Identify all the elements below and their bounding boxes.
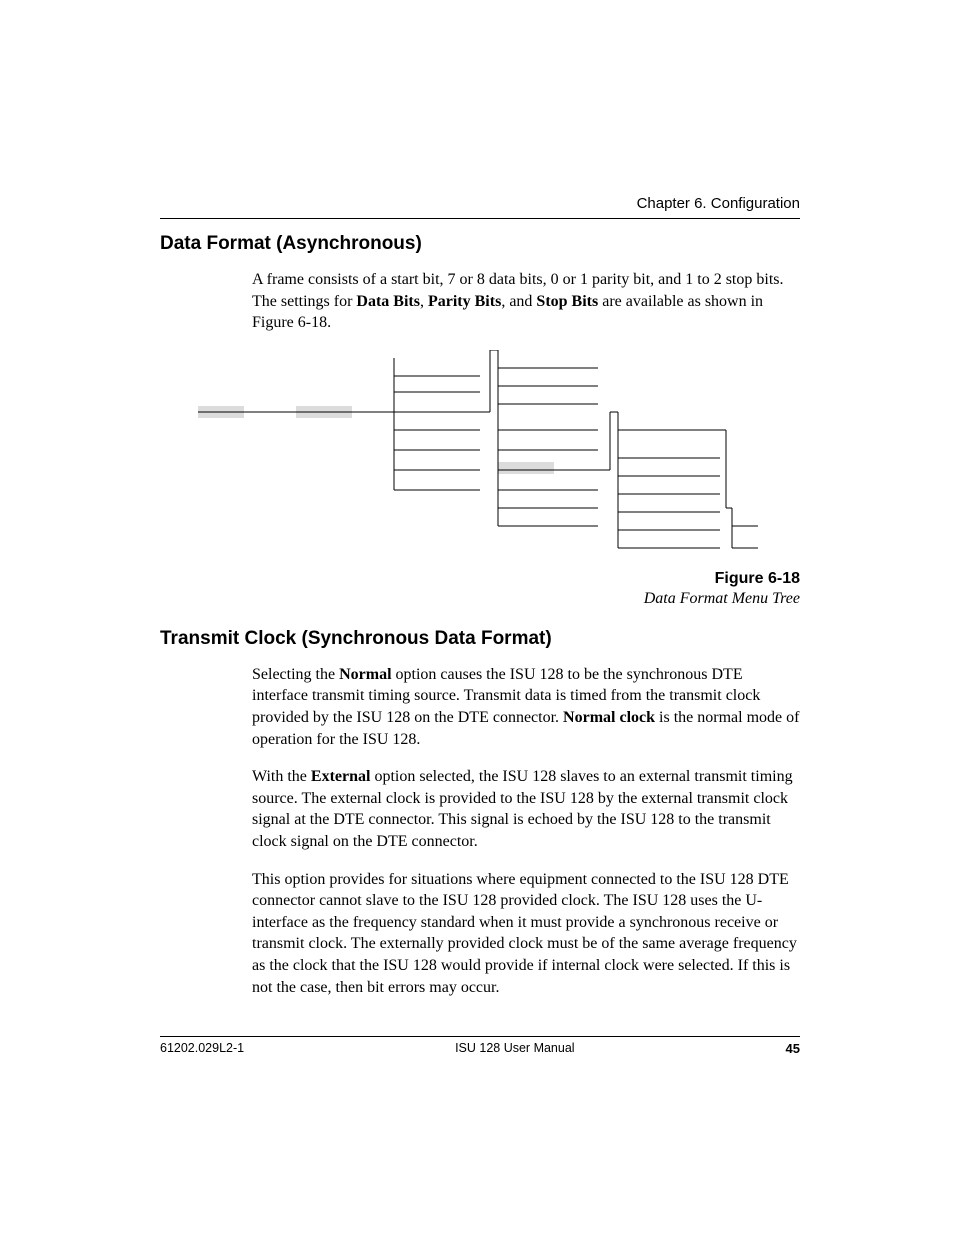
figure-6-18-tree [198,350,758,560]
section2-title: Transmit Clock (Synchronous Data Format) [160,628,800,650]
bold-normal-clock: Normal clock [563,709,655,726]
text: Selecting the [252,666,339,683]
bold-external: External [311,768,371,785]
text: , and [501,293,536,310]
chapter-header: Chapter 6. Configuration [160,195,800,212]
bold-data-bits: Data Bits [356,293,420,310]
footer-rule [160,1036,800,1037]
section2-p1: Selecting the Normal option causes the I… [252,664,800,750]
footer-doc-id: 61202.029L2-1 [160,1041,244,1056]
footer-manual: ISU 128 User Manual [455,1041,575,1056]
footer-row: 61202.029L2-1 ISU 128 User Manual 45 [160,1041,800,1056]
header-rule [160,218,800,219]
section2-body: Selecting the Normal option causes the I… [252,664,800,998]
text: , [420,293,428,310]
section1-title: Data Format (Asynchronous) [160,233,800,255]
page-footer: 61202.029L2-1 ISU 128 User Manual 45 [160,1036,800,1056]
bold-stop-bits: Stop Bits [536,293,598,310]
figure-number: Figure 6-18 [160,570,800,588]
menu-tree-diagram [198,350,758,560]
footer-page-number: 45 [786,1041,800,1056]
bold-parity-bits: Parity Bits [428,293,501,310]
section1-p1: A frame consists of a start bit, 7 or 8 … [252,269,800,334]
bold-normal: Normal [339,666,391,683]
page-content: Chapter 6. Configuration Data Format (As… [160,195,800,1014]
section2-p3: This option provides for situations wher… [252,869,800,999]
figure-caption: Data Format Menu Tree [160,590,800,608]
section1-body: A frame consists of a start bit, 7 or 8 … [252,269,800,334]
text: With the [252,768,311,785]
section2-p2: With the External option selected, the I… [252,766,800,852]
